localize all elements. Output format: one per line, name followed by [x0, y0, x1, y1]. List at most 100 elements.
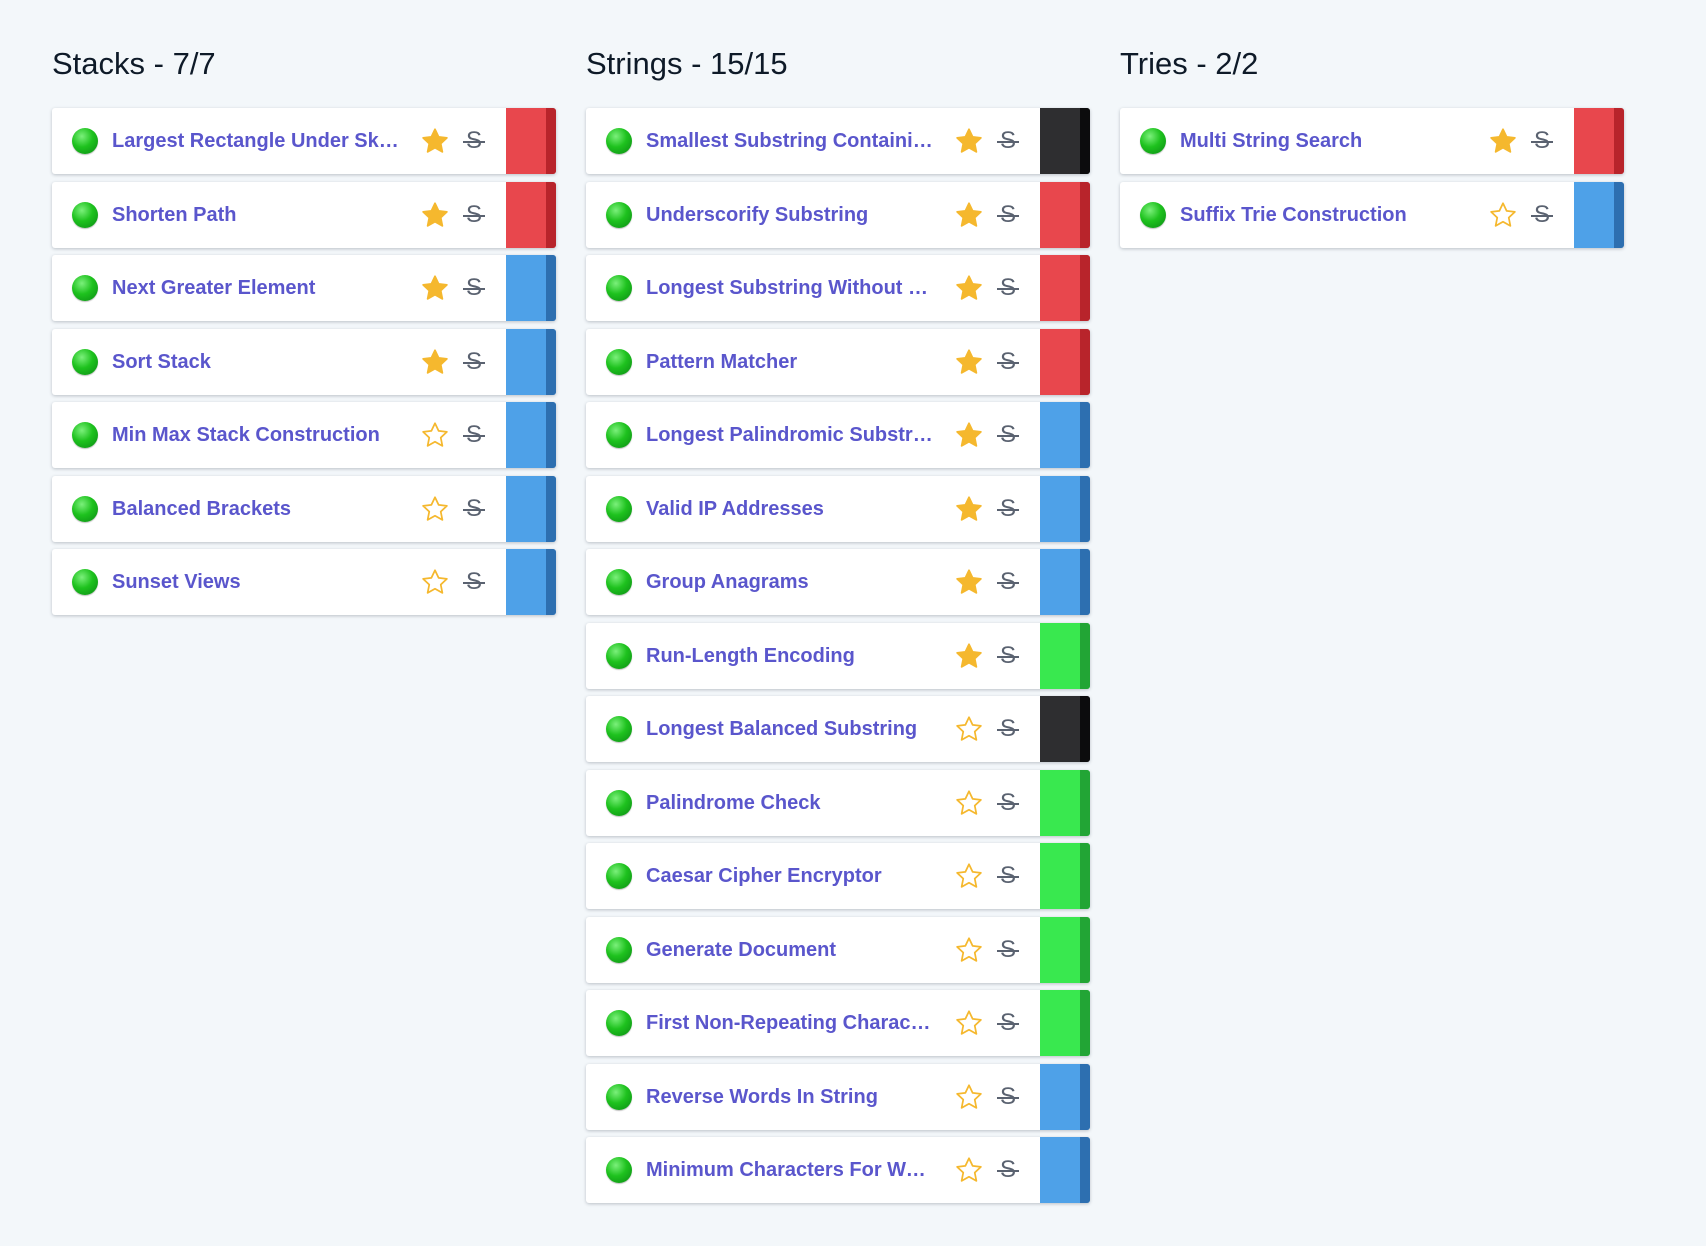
question-card[interactable]: Group Anagrams S [586, 549, 1090, 615]
question-card[interactable]: Next Greater Element S [52, 255, 556, 321]
star-icon[interactable] [954, 714, 984, 744]
star-icon[interactable] [954, 494, 984, 524]
question-card[interactable]: Longest Palindromic Substring S [586, 402, 1090, 468]
question-title[interactable]: Group Anagrams [646, 571, 809, 593]
completed-dot-icon [72, 495, 98, 522]
strikethrough-s-icon[interactable]: S [996, 198, 1020, 232]
star-icon[interactable] [420, 494, 450, 524]
star-icon[interactable] [954, 935, 984, 965]
question-card[interactable]: Longest Balanced Substring S [586, 696, 1090, 762]
strikethrough-s-icon[interactable]: S [462, 418, 486, 452]
strikethrough-s-icon[interactable]: S [1530, 124, 1554, 158]
strikethrough-s-icon[interactable]: S [996, 859, 1020, 893]
star-icon[interactable] [420, 273, 450, 303]
star-icon[interactable] [954, 347, 984, 377]
star-icon[interactable] [1488, 200, 1518, 230]
question-title[interactable]: Pattern Matcher [646, 350, 798, 373]
question-title[interactable]: Sort Stack [112, 350, 211, 373]
strikethrough-s-icon[interactable]: S [996, 492, 1020, 526]
question-card[interactable]: Underscorify Substring S [586, 181, 1090, 248]
question-title[interactable]: Run-Length Encoding [646, 644, 855, 667]
strikethrough-s-icon[interactable]: S [996, 712, 1020, 746]
question-card[interactable]: Valid IP Addresses S [586, 475, 1090, 542]
question-card[interactable]: Palindrome Check S [586, 769, 1090, 836]
strikethrough-s-icon[interactable]: S [462, 565, 486, 599]
strikethrough-s-icon[interactable]: S [462, 198, 486, 232]
strikethrough-s-icon[interactable]: S [462, 345, 486, 379]
question-title[interactable]: Generate Document [646, 938, 837, 961]
strikethrough-s-icon[interactable]: S [996, 1006, 1020, 1040]
question-title[interactable]: Reverse Words In String [646, 1085, 878, 1108]
star-icon[interactable] [420, 420, 450, 450]
question-title[interactable]: Caesar Cipher Encryptor [646, 865, 882, 887]
star-icon[interactable] [420, 347, 450, 377]
question-title[interactable]: Suffix Trie Construction [1180, 203, 1407, 226]
star-icon[interactable] [954, 788, 984, 818]
star-icon[interactable] [420, 567, 450, 597]
skip-glyph: S [466, 421, 482, 448]
question-title[interactable]: Longest Substring Without Duplication [646, 277, 936, 299]
strikethrough-s-icon[interactable]: S [1530, 198, 1554, 232]
strikethrough-s-icon[interactable]: S [996, 418, 1020, 452]
question-card[interactable]: Pattern Matcher S [586, 328, 1090, 395]
question-card[interactable]: Caesar Cipher Encryptor S [586, 843, 1090, 909]
star-icon[interactable] [954, 126, 984, 156]
question-card[interactable]: Suffix Trie Construction S [1120, 181, 1624, 248]
star-icon[interactable] [954, 567, 984, 597]
star-icon[interactable] [954, 200, 984, 230]
star-icon[interactable] [420, 200, 450, 230]
strikethrough-s-icon[interactable]: S [996, 1153, 1020, 1187]
question-card[interactable]: First Non-Repeating Character S [586, 990, 1090, 1056]
question-title[interactable]: Min Max Stack Construction [112, 424, 380, 446]
question-title[interactable]: Smallest Substring Containing [646, 130, 936, 152]
question-card[interactable]: Min Max Stack Construction S [52, 402, 556, 468]
question-card[interactable]: Shorten Path S [52, 181, 556, 248]
difficulty-tab [506, 108, 556, 174]
strikethrough-s-icon[interactable]: S [996, 1080, 1020, 1114]
star-icon[interactable] [954, 641, 984, 671]
star-icon[interactable] [954, 1008, 984, 1038]
question-title[interactable]: Palindrome Check [646, 791, 821, 814]
question-title[interactable]: Next Greater Element [112, 277, 316, 299]
question-card[interactable]: Sort Stack S [52, 328, 556, 395]
strikethrough-s-icon[interactable]: S [996, 786, 1020, 820]
question-title[interactable]: Minimum Characters For Words [646, 1159, 936, 1181]
strikethrough-s-icon[interactable]: S [462, 124, 486, 158]
star-icon[interactable] [954, 1082, 984, 1112]
strikethrough-s-icon[interactable]: S [996, 639, 1020, 673]
strikethrough-s-icon[interactable]: S [462, 271, 486, 305]
strikethrough-s-icon[interactable]: S [996, 933, 1020, 967]
star-icon[interactable] [954, 420, 984, 450]
star-icon[interactable] [954, 1155, 984, 1185]
strikethrough-s-icon[interactable]: S [462, 492, 486, 526]
question-card[interactable]: Multi String Search S [1120, 108, 1624, 174]
strikethrough-s-icon[interactable]: S [996, 565, 1020, 599]
question-card[interactable]: Run-Length Encoding S [586, 622, 1090, 689]
question-title[interactable]: First Non-Repeating Character [646, 1012, 936, 1034]
star-icon[interactable] [420, 126, 450, 156]
question-card[interactable]: Balanced Brackets S [52, 475, 556, 542]
question-card[interactable]: Smallest Substring Containing S [586, 108, 1090, 174]
question-card[interactable]: Longest Substring Without Duplication S [586, 255, 1090, 321]
question-card[interactable]: Largest Rectangle Under Skyline S [52, 108, 556, 174]
question-title[interactable]: Multi String Search [1180, 130, 1363, 152]
question-title[interactable]: Balanced Brackets [112, 497, 291, 520]
star-icon[interactable] [954, 861, 984, 891]
question-card[interactable]: Generate Document S [586, 916, 1090, 983]
question-card[interactable]: Reverse Words In String S [586, 1063, 1090, 1130]
star-icon[interactable] [1488, 126, 1518, 156]
strikethrough-s-icon[interactable]: S [996, 345, 1020, 379]
question-title[interactable]: Longest Palindromic Substring [646, 424, 936, 446]
star-icon[interactable] [954, 273, 984, 303]
question-title[interactable]: Sunset Views [112, 571, 241, 593]
strikethrough-s-icon[interactable]: S [996, 271, 1020, 305]
question-title[interactable]: Valid IP Addresses [646, 497, 824, 520]
question-title[interactable]: Largest Rectangle Under Skyline [112, 130, 402, 152]
question-card[interactable]: Sunset Views S [52, 549, 556, 615]
question-title[interactable]: Shorten Path [112, 203, 237, 226]
question-title[interactable]: Longest Balanced Substring [646, 718, 918, 740]
completed-dot-icon [1140, 128, 1166, 154]
question-title[interactable]: Underscorify Substring [646, 203, 869, 226]
strikethrough-s-icon[interactable]: S [996, 124, 1020, 158]
question-card[interactable]: Minimum Characters For Words S [586, 1137, 1090, 1203]
